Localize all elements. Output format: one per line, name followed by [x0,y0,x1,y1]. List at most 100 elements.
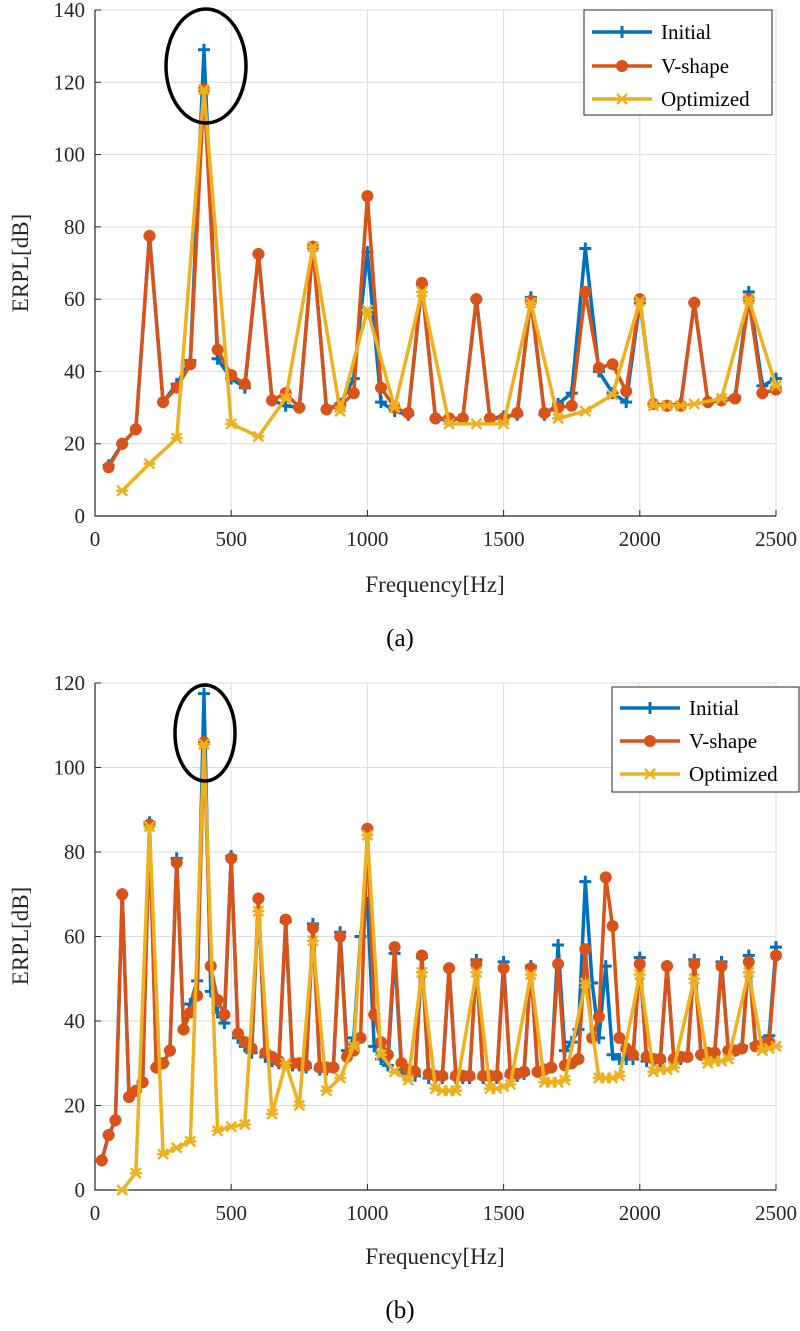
chart-a-point-v-shape [143,229,156,242]
chart-a-legend-marker-optimized [616,93,628,105]
chart-a-point-v-shape [415,276,428,289]
chart-a-xtick-label: 1500 [483,527,525,551]
chart-a-axes [94,10,776,517]
chart-b-point-v-shape [497,962,510,975]
chart-b-point-v-shape [334,930,347,943]
chart-a-point-optimized [306,240,319,253]
chart-b-xtick-label: 0 [90,1201,101,1225]
chart-b-point-optimized [361,829,374,841]
chart-b-point-optimized [116,1184,129,1196]
chart-a-point-optimized [742,293,755,306]
chart-b-point-optimized [143,820,156,833]
chart-b-point-optimized [252,905,265,918]
chart-a-ytick-label: 40 [64,359,85,383]
chart-a-point-v-shape [429,412,442,425]
chart-b-ytick-label: 60 [64,925,85,949]
chart-b-point-v-shape [225,852,238,865]
chart-a-point-v-shape [688,296,701,309]
chart-b-legend-label-v-shape: V-shape [689,729,757,753]
chart-a-point-v-shape [129,423,142,436]
chart-b-point-v-shape [109,1114,122,1127]
chart-b-point-optimized [524,968,537,981]
chart-b: 0 500 1000 1500 2000 2500 0 20 40 60 80 100 120 Freq… [8,671,800,1324]
chart-b-point-v-shape [306,922,319,935]
chart-b-point-v-shape [735,1042,748,1055]
chart-a-point-v-shape [293,401,306,414]
chart-a-ytick-label: 20 [64,432,85,456]
chart-a-legend-label-optimized: Optimized [661,87,750,111]
chart-b-point-v-shape [633,957,646,970]
chart-b-point-v-shape [518,1065,531,1078]
chart-a-point-optimized [552,412,565,425]
chart-b-highlight-ellipse [173,683,237,783]
chart-b-point-v-shape [715,960,728,973]
chart-b-point-optimized [742,966,755,979]
chart-a-point-v-shape [238,378,251,391]
chart-a-point-v-shape [184,358,197,371]
chart-a-xlabel: Frequency[Hz] [365,572,504,597]
chart-a-point-v-shape [456,412,469,425]
chart-b-caption: (b) [385,1297,414,1324]
chart-b-point-v-shape [463,1069,476,1082]
chart-b-legend-marker-optimized [644,768,656,780]
chart-a-point-optimized [661,399,674,412]
chart-b-legend-marker-initial [644,702,656,714]
chart-a-point-optimized [252,430,265,443]
chart-b-point-v-shape [579,943,592,956]
chart-a-point-optimized [633,295,646,307]
chart-b-point-optimized [402,1074,415,1087]
chart-b-point-v-shape [415,949,428,962]
chart-a-ytick-label: 80 [64,215,85,239]
chart-b-point-v-shape [552,957,565,970]
chart-a-point-v-shape [252,247,265,260]
chart-a: 0 500 1000 1500 2000 2500 0 20 40 60 80 100 120 140 F… [8,0,797,652]
chart-b-point-optimized [722,1053,735,1065]
chart-b-point-optimized [197,738,210,751]
chart-a-point-v-shape [470,293,483,306]
chart-b-point-v-shape [170,856,183,869]
chart-b-point-initial [579,875,592,888]
chart-a-point-optimized [415,286,428,298]
chart-a-point-optimized [143,457,156,470]
chart-b-point-v-shape [661,960,674,973]
chart-b-ytick-label: 120 [54,671,86,695]
chart-b-point-v-shape [770,949,782,962]
chart-b-legend: Initial V-shape Optimized [611,686,800,793]
chart-b-point-v-shape [443,962,456,975]
chart-b-point-optimized [613,1070,626,1082]
chart-b-xtick-label: 1500 [483,1201,525,1225]
chart-a-point-initial [197,43,210,56]
chart-b-point-v-shape [681,1050,694,1063]
chart-b-point-v-shape [436,1069,449,1082]
chart-b-point-v-shape [490,1069,503,1082]
chart-a-point-v-shape [211,343,224,356]
chart-b-point-optimized [184,1135,197,1148]
chart-b-point-optimized [238,1118,251,1131]
chart-b-point-v-shape [654,1053,667,1066]
chart-a-point-v-shape [620,385,633,398]
chart-a-ytick-label: 60 [64,287,85,311]
chart-b-ytick-label: 100 [54,756,86,780]
chart-a-point-v-shape [538,406,551,419]
chart-b-point-v-shape [626,1048,639,1061]
chart-b-point-v-shape [572,1053,585,1066]
chart-b-point-optimized [770,1040,782,1053]
chart-a-point-initial [375,396,388,409]
chart-a-point-v-shape [320,403,333,416]
chart-b-point-optimized [211,1124,224,1137]
chart-b-point-optimized [347,1040,360,1053]
chart-b-point-v-shape [279,913,292,926]
chart-a-xtick-label: 1000 [346,527,388,551]
chart-b-point-v-shape [116,888,129,901]
chart-a-xtick-label: 2500 [755,527,797,551]
chart-a-point-v-shape [483,412,496,425]
chart-b-point-v-shape [232,1027,245,1040]
chart-a-point-optimized [443,417,456,430]
chart-b-xlabel: Frequency[Hz] [365,1244,504,1269]
chart-b-point-optimized [558,1074,571,1087]
chart-a-point-optimized [334,405,347,418]
chart-b-point-v-shape [95,1154,108,1167]
chart-a-ytick-label: 120 [54,70,86,94]
chart-a-point-initial [579,242,592,255]
